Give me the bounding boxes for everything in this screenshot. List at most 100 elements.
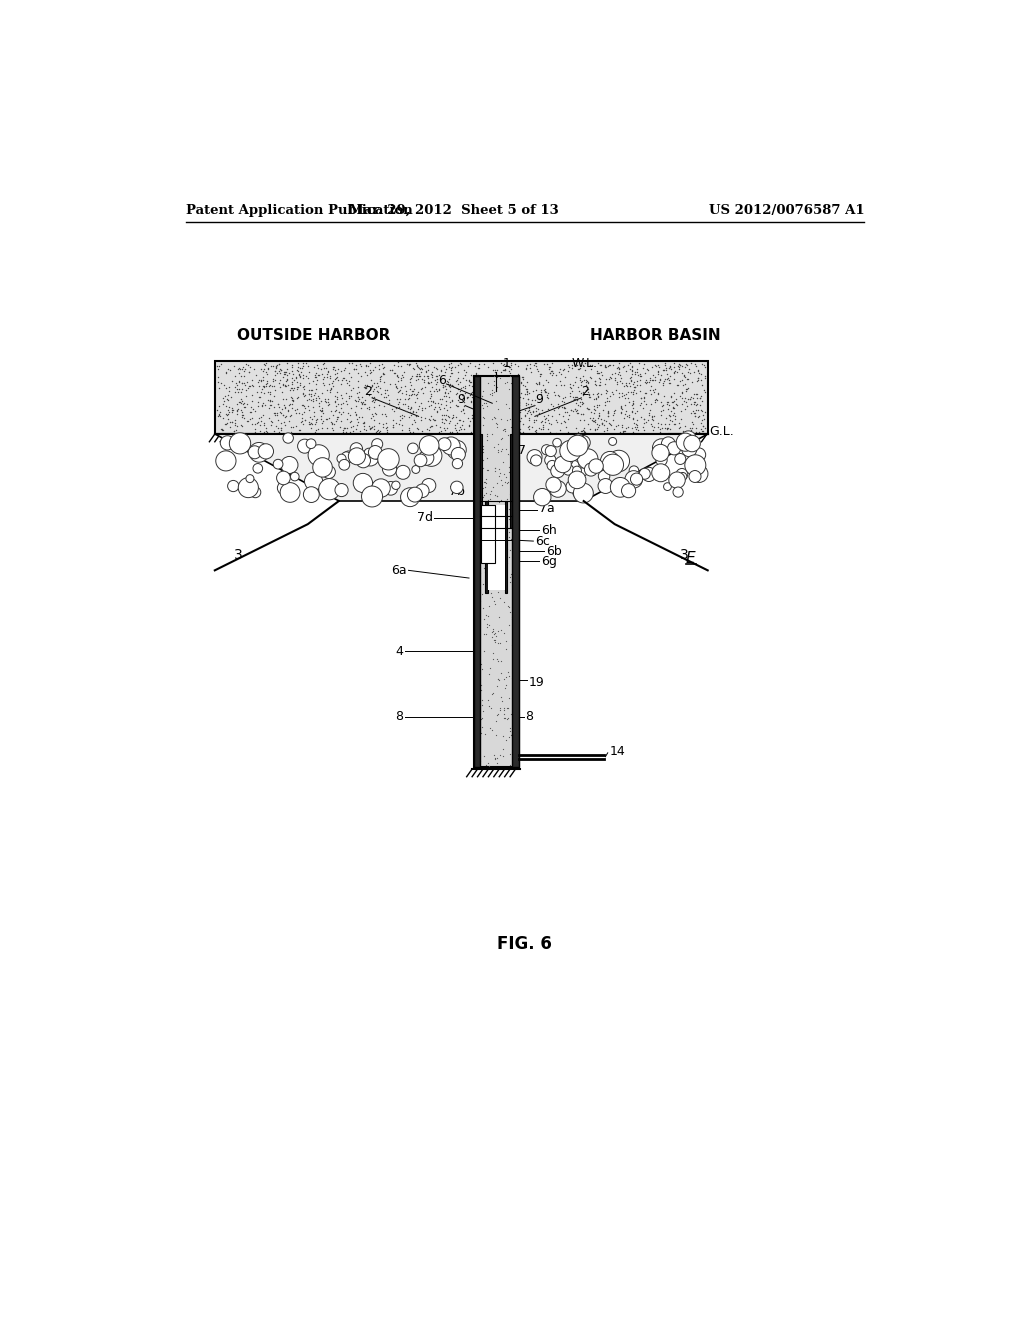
Point	[643, 393, 659, 414]
Point	[317, 392, 334, 413]
Point	[534, 411, 550, 432]
Point	[475, 557, 492, 578]
Point	[612, 396, 629, 417]
Point	[481, 696, 498, 717]
Point	[578, 375, 594, 396]
Point	[633, 387, 649, 408]
Point	[468, 416, 484, 437]
Point	[369, 420, 385, 441]
Point	[228, 375, 245, 396]
Point	[654, 400, 671, 421]
Point	[310, 396, 327, 417]
Point	[519, 403, 536, 424]
Point	[499, 411, 515, 432]
Point	[409, 384, 425, 405]
Point	[617, 383, 634, 404]
Point	[472, 535, 488, 556]
Point	[467, 734, 483, 755]
Point	[672, 371, 688, 392]
Point	[544, 360, 560, 381]
Point	[424, 376, 440, 397]
Point	[582, 355, 598, 376]
Point	[278, 362, 294, 383]
Point	[284, 360, 300, 381]
Point	[604, 354, 621, 375]
Point	[621, 417, 637, 438]
Point	[590, 387, 606, 408]
Point	[333, 397, 349, 418]
Point	[322, 379, 338, 400]
Point	[525, 401, 542, 422]
Point	[464, 408, 480, 429]
Point	[289, 379, 305, 400]
Point	[662, 356, 678, 378]
Point	[324, 413, 340, 434]
Point	[444, 407, 461, 428]
Point	[530, 371, 547, 392]
Point	[589, 395, 605, 416]
Point	[398, 400, 415, 421]
Point	[590, 385, 606, 407]
Point	[504, 397, 520, 418]
Point	[487, 458, 504, 479]
Point	[336, 359, 352, 380]
Point	[276, 364, 293, 385]
Point	[226, 413, 243, 434]
Point	[302, 384, 318, 405]
Point	[685, 414, 701, 436]
Point	[687, 354, 703, 375]
Point	[498, 536, 514, 557]
Point	[472, 520, 488, 541]
Point	[638, 370, 654, 391]
Circle shape	[566, 480, 579, 492]
Circle shape	[298, 440, 311, 453]
Point	[500, 471, 516, 492]
Point	[328, 395, 344, 416]
Point	[511, 391, 527, 412]
Point	[529, 360, 546, 381]
Point	[551, 396, 567, 417]
Point	[300, 396, 316, 417]
Point	[685, 362, 701, 383]
Point	[600, 400, 616, 421]
Point	[668, 388, 684, 409]
Point	[463, 383, 479, 404]
Point	[471, 549, 487, 570]
Point	[371, 359, 387, 380]
Point	[671, 356, 687, 378]
Point	[321, 360, 337, 381]
Point	[499, 639, 515, 660]
Point	[615, 421, 632, 442]
Point	[343, 367, 359, 388]
Point	[312, 391, 329, 412]
Circle shape	[453, 458, 463, 469]
Point	[420, 364, 436, 385]
Point	[342, 385, 358, 407]
Point	[483, 719, 500, 741]
Point	[370, 376, 386, 397]
Point	[469, 421, 485, 442]
Point	[425, 391, 441, 412]
Point	[689, 399, 706, 420]
Point	[643, 413, 659, 434]
Circle shape	[369, 446, 382, 459]
Point	[487, 725, 504, 746]
Point	[401, 379, 418, 400]
Point	[666, 397, 682, 418]
Point	[470, 648, 486, 669]
Point	[493, 417, 509, 438]
Point	[507, 367, 523, 388]
Point	[501, 356, 517, 378]
Point	[295, 383, 311, 404]
Point	[505, 379, 521, 400]
Circle shape	[567, 436, 588, 457]
Point	[692, 412, 709, 433]
Point	[351, 354, 368, 375]
Point	[417, 397, 433, 418]
Point	[518, 384, 535, 405]
Point	[505, 726, 521, 747]
Point	[488, 413, 505, 434]
Point	[485, 366, 502, 387]
Text: W.L.: W.L.	[571, 358, 597, 371]
Point	[308, 374, 325, 395]
